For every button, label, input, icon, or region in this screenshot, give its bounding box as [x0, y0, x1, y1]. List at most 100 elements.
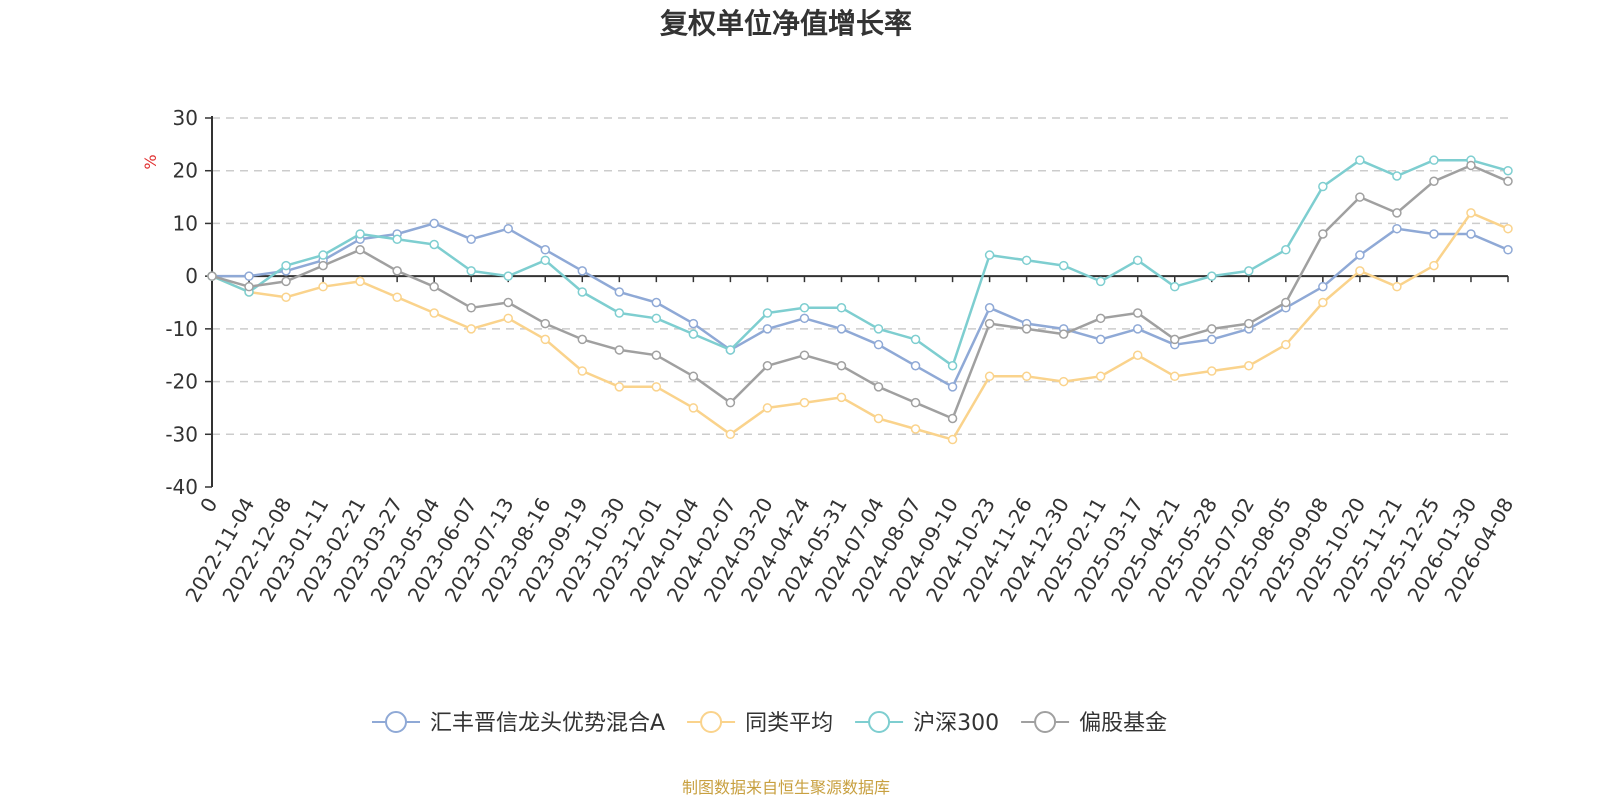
data-point	[577, 266, 588, 276]
data-point	[318, 250, 328, 260]
data-point	[1318, 181, 1328, 192]
data-point	[1281, 339, 1291, 350]
data-point	[1503, 223, 1513, 234]
data-point	[466, 266, 476, 276]
legend-marker	[385, 711, 407, 733]
data-point	[1355, 192, 1365, 202]
data-point	[651, 297, 662, 308]
data-point	[244, 271, 254, 281]
data-point	[1318, 229, 1328, 239]
data-point	[244, 281, 254, 292]
data-point	[762, 324, 773, 334]
data-point	[355, 245, 365, 255]
data-point	[1207, 366, 1217, 376]
data-point	[910, 334, 921, 345]
data-point	[984, 371, 995, 382]
data-point	[836, 303, 847, 313]
x-tick-label: 0	[195, 494, 222, 517]
data-point	[947, 382, 958, 392]
data-point	[429, 281, 439, 292]
data-point	[503, 271, 513, 281]
source-note: 制图数据来自恒生聚源数据库	[682, 778, 890, 797]
data-point	[1021, 255, 1032, 266]
data-point	[1503, 245, 1513, 255]
data-point	[799, 350, 810, 360]
data-point	[725, 429, 736, 440]
legend-marker	[868, 711, 891, 733]
series-4	[207, 160, 1513, 424]
data-point	[762, 403, 773, 413]
legend-item[interactable]: 同类平均	[687, 711, 833, 736]
series-3	[207, 155, 1513, 371]
data-point	[429, 218, 439, 229]
data-point	[799, 397, 810, 408]
data-point	[910, 424, 921, 434]
data-point	[1466, 229, 1476, 239]
legend-item[interactable]: 汇丰晋信龙头优势混合A	[372, 711, 665, 736]
y-tick-label: 30	[173, 106, 198, 130]
data-point	[503, 297, 513, 308]
data-point	[651, 382, 662, 392]
data-point	[688, 403, 699, 413]
data-point	[1169, 281, 1180, 292]
series-line	[211, 158, 1509, 368]
y-axis-unit-label: %	[141, 154, 160, 169]
data-point	[1132, 350, 1143, 360]
data-point	[1244, 361, 1254, 371]
data-point	[614, 287, 625, 297]
data-point	[540, 318, 551, 329]
data-point	[1429, 176, 1439, 187]
data-point	[688, 318, 699, 329]
data-point	[688, 329, 699, 339]
data-point	[1095, 334, 1106, 345]
data-point	[1207, 271, 1217, 281]
data-point	[873, 339, 884, 350]
data-point	[466, 234, 476, 244]
data-point	[1095, 276, 1106, 287]
data-point	[799, 313, 810, 324]
data-point	[1021, 371, 1032, 382]
data-point	[1318, 297, 1328, 308]
data-point	[1281, 245, 1291, 255]
data-point	[540, 334, 551, 345]
data-point	[1095, 371, 1106, 382]
y-tick-label: 20	[173, 159, 198, 183]
data-point	[392, 292, 402, 302]
series-2	[207, 208, 1513, 445]
data-point	[1318, 281, 1328, 292]
data-point	[429, 308, 439, 318]
data-point	[1132, 308, 1143, 318]
data-point	[1355, 266, 1365, 276]
data-point	[910, 361, 921, 371]
data-point	[281, 260, 291, 271]
data-point	[910, 397, 921, 408]
y-axis: 30 20 10 0 -10 -20 -30 -40	[165, 106, 213, 499]
data-point	[1392, 208, 1402, 218]
legend-item[interactable]: 沪深300	[855, 711, 999, 736]
data-point	[1132, 324, 1143, 334]
legend-label: 汇丰晋信龙头优势混合A	[430, 711, 665, 736]
y-tick-label: 10	[173, 211, 198, 235]
series-line	[212, 222, 1509, 389]
grid-lines	[212, 117, 1508, 436]
data-point	[836, 392, 847, 403]
data-point	[1466, 160, 1476, 171]
legend-marker	[700, 711, 723, 733]
data-point	[355, 276, 365, 287]
data-point	[429, 239, 439, 250]
data-point	[466, 303, 476, 313]
data-point	[984, 318, 995, 329]
chart-title: 复权单位净值增长率	[660, 7, 912, 40]
data-point	[1021, 324, 1032, 334]
data-point	[873, 413, 884, 424]
data-point	[1429, 260, 1439, 271]
data-point	[1466, 208, 1476, 218]
data-point	[1058, 329, 1069, 339]
y-tick-label: -10	[165, 317, 198, 341]
legend-marker	[1034, 711, 1057, 733]
y-tick-label: -40	[165, 475, 198, 499]
data-point	[540, 255, 551, 266]
data-point	[984, 250, 995, 260]
legend-item[interactable]: 偏股基金	[1021, 711, 1167, 736]
